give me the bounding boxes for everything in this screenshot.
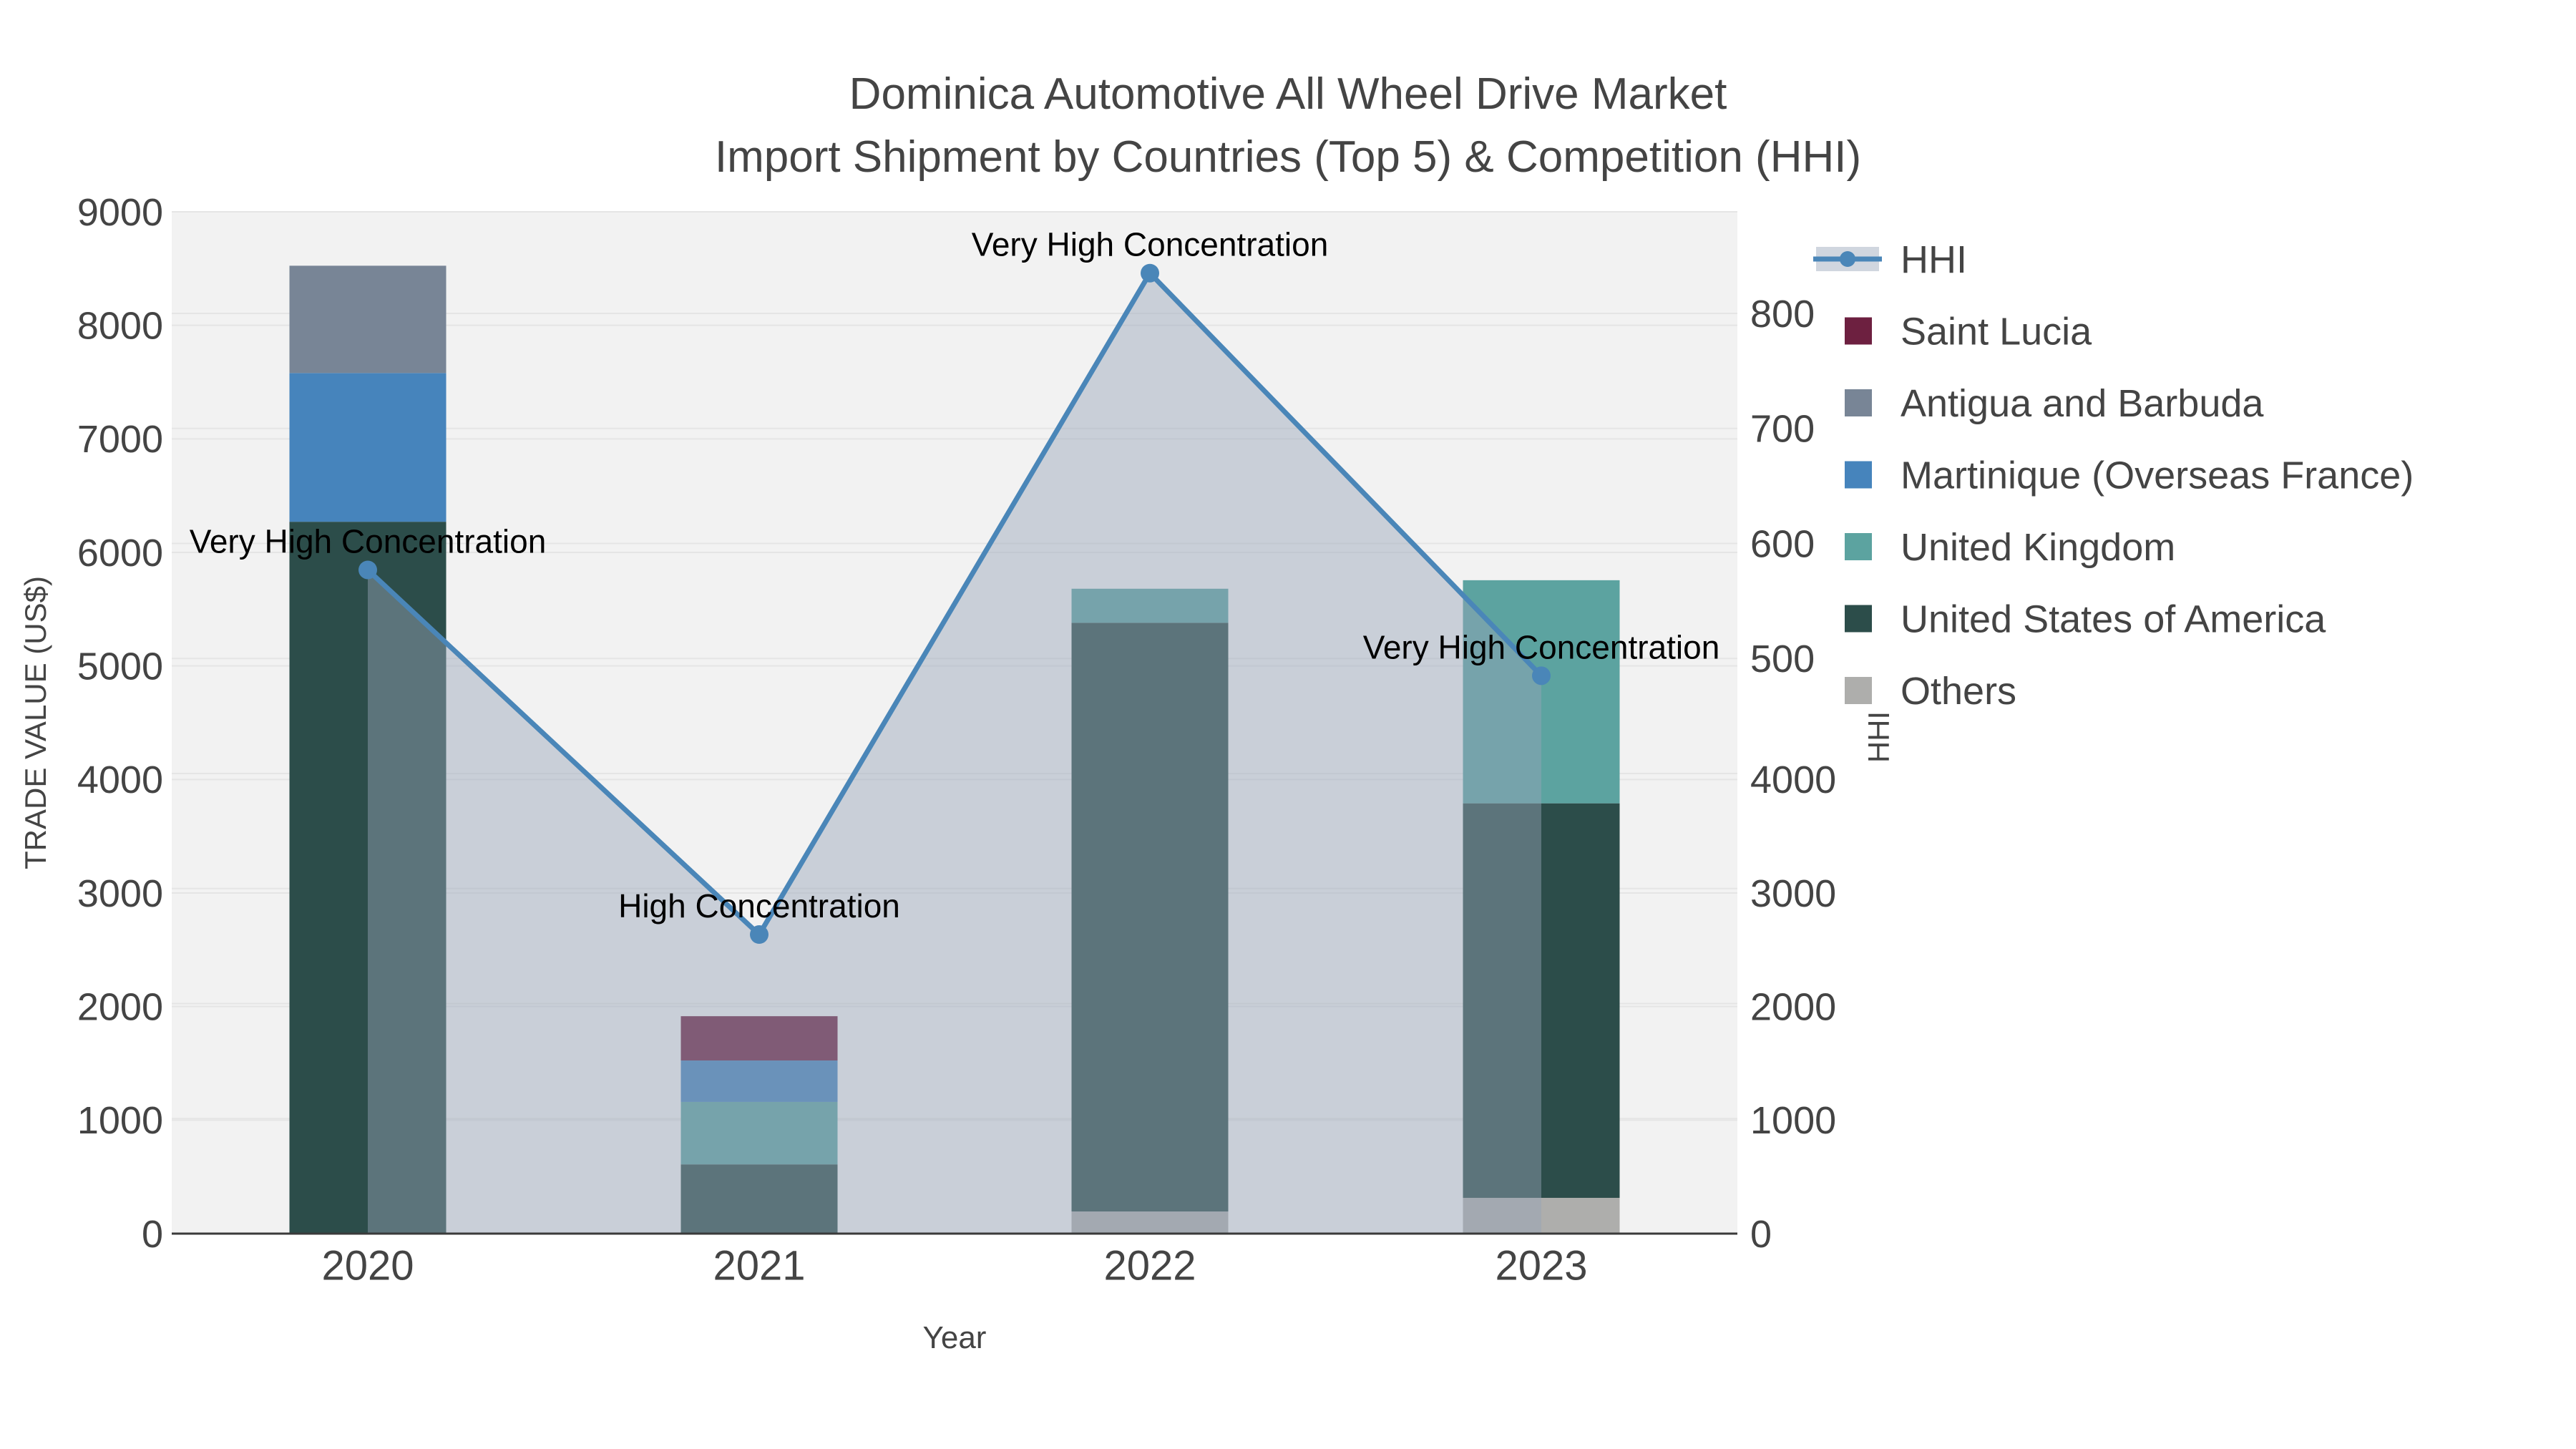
x-axis-tick-2020: 2020 — [321, 1242, 414, 1289]
left-axis-tick-4000: 4000 — [77, 758, 163, 801]
legend-hhi-marker-icon — [1840, 251, 1855, 267]
bar-segment-united-states-of-america-2023[interactable] — [1463, 803, 1620, 1199]
left-axis-tick-2000: 2000 — [77, 986, 163, 1029]
legend-swatch-icon — [1845, 605, 1872, 633]
legend-label: Saint Lucia — [1901, 310, 2092, 353]
right-axis-hhi-tick-500: 500 — [1750, 638, 1815, 680]
left-axis-tick-6000: 6000 — [77, 532, 163, 575]
x-axis-tick-2022: 2022 — [1103, 1242, 1196, 1289]
bar-segment-saint-lucia-2021[interactable] — [680, 1016, 838, 1061]
right-axis-hhi-tick-700: 700 — [1750, 408, 1815, 451]
chart-title-line1: Dominica Automotive All Wheel Drive Mark… — [849, 69, 1727, 119]
annotation-2020: Very High Concentration — [190, 522, 547, 560]
legend-swatch-icon — [1845, 389, 1872, 416]
right-axis-trade-tick-2000: 2000 — [1750, 986, 1836, 1029]
legend-item-united-kingdom[interactable]: United Kingdom — [1845, 526, 2175, 569]
legend-label: United States of America — [1901, 597, 2326, 640]
annotation-2023: Very High Concentration — [1363, 628, 1720, 665]
legend-label: Antigua and Barbuda — [1901, 382, 2264, 425]
left-axis-tick-3000: 3000 — [77, 872, 163, 915]
hhi-point-2021[interactable] — [750, 925, 769, 945]
bar-segment-others-2022[interactable] — [1071, 1211, 1229, 1234]
hhi-area — [368, 273, 1541, 1234]
legend-item-martinique-overseas-france[interactable]: Martinique (Overseas France) — [1845, 454, 2414, 497]
legend-label: Others — [1901, 670, 2016, 713]
legend-item-others[interactable]: Others — [1845, 670, 2016, 713]
annotation-2022: Very High Concentration — [972, 226, 1329, 263]
right-axis-hhi-tick-800: 800 — [1750, 293, 1815, 336]
right-axis-trade-tick-4000: 4000 — [1750, 758, 1836, 801]
left-axis-tick-7000: 7000 — [77, 418, 163, 461]
bar-segment-united-kingdom-2022[interactable] — [1071, 588, 1229, 623]
right-axis-trade-tick-3000: 3000 — [1750, 872, 1836, 915]
left-axis-tick-0: 0 — [142, 1213, 163, 1256]
x-axis-tick-2021: 2021 — [713, 1242, 805, 1289]
legend-swatch-icon — [1845, 677, 1872, 704]
hhi-point-2023[interactable] — [1532, 666, 1551, 686]
bar-segment-united-kingdom-2021[interactable] — [680, 1101, 838, 1165]
legend-swatch-icon — [1845, 461, 1872, 489]
bar-segment-martinique-overseas-france-2021[interactable] — [680, 1060, 838, 1102]
bar-segment-united-kingdom-2023[interactable] — [1463, 580, 1620, 804]
legend-item-hhi[interactable]: HHI — [1813, 238, 1967, 281]
bar-segment-united-states-of-america-2022[interactable] — [1071, 623, 1229, 1212]
legend-item-saint-lucia[interactable]: Saint Lucia — [1845, 310, 2092, 353]
legend-label: HHI — [1901, 238, 1967, 281]
bar-segment-others-2023[interactable] — [1463, 1198, 1620, 1234]
hhi-point-2022[interactable] — [1141, 263, 1159, 283]
left-axis-tick-9000: 9000 — [77, 191, 163, 234]
annotation-2021: High Concentration — [618, 887, 900, 924]
chart-title-line2: Import Shipment by Countries (Top 5) & C… — [715, 132, 1861, 182]
bar-segment-antigua-and-barbuda-2020[interactable] — [289, 265, 447, 374]
x-axis-title: Year — [923, 1320, 987, 1355]
legend-label: United Kingdom — [1901, 526, 2175, 569]
x-axis-tick-2023: 2023 — [1495, 1242, 1587, 1289]
bar-segment-martinique-overseas-france-2020[interactable] — [289, 373, 447, 522]
left-axis-tick-5000: 5000 — [77, 645, 163, 688]
bar-segment-united-states-of-america-2020[interactable] — [289, 522, 447, 1234]
legend-swatch-icon — [1845, 317, 1872, 345]
hhi-point-2020[interactable] — [358, 560, 377, 580]
left-axis-tick-1000: 1000 — [77, 1099, 163, 1142]
hhi-line — [366, 270, 1543, 937]
legend-item-antigua-and-barbuda[interactable]: Antigua and Barbuda — [1845, 382, 2264, 425]
right-axis-trade-tick-1000: 1000 — [1750, 1099, 1836, 1142]
y-axis-title-left: TRADE VALUE (US$) — [19, 576, 52, 869]
right-axis-hhi-tick-600: 600 — [1750, 522, 1815, 565]
legend-swatch-icon — [1845, 533, 1872, 560]
right-axis-trade-tick-0: 0 — [1750, 1213, 1772, 1256]
left-axis-tick-8000: 8000 — [77, 305, 163, 348]
legend-label: Martinique (Overseas France) — [1901, 454, 2414, 497]
bar-segment-united-states-of-america-2021[interactable] — [680, 1164, 838, 1234]
legend-item-united-states-of-america[interactable]: United States of America — [1845, 597, 2326, 640]
y-axis-title-right: HHI — [1862, 711, 1896, 763]
